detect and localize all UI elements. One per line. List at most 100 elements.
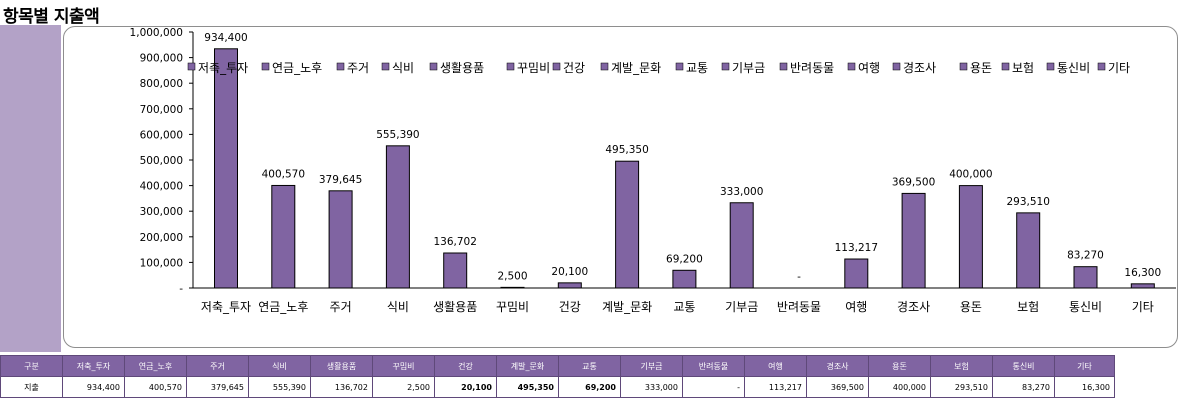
legend-swatch	[959, 62, 968, 71]
table-header-row: 구분 저축_투자 연금_노후 주거 식비 생활용품 꾸밈비 건강 계발_문화 교통 기부금 반려동물 여…	[0, 355, 1115, 377]
legend-entry: 주거	[347, 61, 369, 75]
table-header-cell: 통신비	[992, 355, 1055, 377]
table-header-cell: 용돈	[868, 355, 931, 377]
bar-chart: - 100,000 200,000 300,000 400,000 500,000 600,…	[130, 27, 1176, 314]
bar-경조사	[901, 192, 926, 289]
table-header-cell: 주거	[186, 355, 249, 377]
x-tick-label: 기부금	[725, 300, 758, 314]
data-label: 113,217	[835, 242, 878, 254]
table-header-cell: 연금_노후	[124, 355, 187, 377]
legend-entry: 기타	[1108, 61, 1130, 75]
y-tick-label: 700,000	[140, 104, 183, 116]
x-tick-label: 교통	[673, 300, 695, 314]
legend-entry: 여행	[858, 60, 880, 75]
x-tick-label: 건강	[559, 300, 581, 314]
x-tick-label: 경조사	[897, 300, 930, 314]
y-tick-label: 800,000	[140, 78, 183, 90]
bar-계발_문화	[615, 160, 640, 289]
table-header-cell: 경조사	[806, 355, 869, 377]
bar-기타	[1130, 283, 1155, 289]
table-header-cell: 기타	[1054, 355, 1115, 377]
legend-entry: 계발_문화	[611, 61, 661, 75]
table-header-cell: 꾸밈비	[372, 355, 435, 377]
bar-건강	[557, 282, 582, 289]
bar-용돈	[958, 185, 983, 289]
legend-swatch	[429, 62, 438, 71]
legend-swatch	[847, 62, 856, 71]
table-row-label: 지출	[0, 376, 63, 398]
y-tick-label: 500,000	[140, 155, 183, 167]
bar-주거	[328, 190, 353, 289]
legend-swatch	[381, 62, 390, 71]
x-tick-label: 저축_투자	[201, 300, 251, 314]
page-title: 항목별 지출액	[3, 7, 100, 27]
data-label: 934,400	[204, 32, 247, 44]
bar-기부금	[729, 202, 754, 289]
table-cell: 2,500	[372, 376, 435, 398]
legend-swatch	[506, 62, 515, 71]
table-cell: 83,270	[992, 376, 1055, 398]
data-labels: 934,400 400,570 379,645 555,390 136,702 2,500…	[204, 32, 1161, 283]
legend-swatch	[1001, 62, 1010, 71]
bar-통신비	[1073, 266, 1098, 289]
legend-entry: 건강	[563, 61, 585, 75]
table-cell: 16,300	[1054, 376, 1115, 398]
table-cell: 113,217	[744, 376, 807, 398]
table-cell: 934,400	[62, 376, 125, 398]
x-tick-label: 연금_노후	[258, 300, 308, 314]
y-tick-label: -	[179, 283, 183, 295]
legend-entry: 연금_노후	[272, 61, 322, 75]
data-label: 555,390	[376, 129, 419, 141]
legend-entry: 통신비	[1057, 61, 1090, 75]
x-tick-label: 반려동물	[777, 300, 821, 314]
data-label: 293,510	[1006, 196, 1049, 208]
legend-entry: 꾸밈비	[517, 61, 550, 75]
legend: 저축_투자 연금_노후 주거 식비 생활용품 꾸밈비 건강 계발_문화 교통 기부금 반려동물 여행 경…	[187, 60, 1130, 75]
legend-entry: 저축_투자	[198, 61, 248, 75]
x-tick-label: 기타	[1132, 300, 1154, 314]
legend-swatch	[892, 62, 901, 71]
legend-swatch	[675, 62, 684, 71]
table-header-cell: 구분	[0, 355, 63, 377]
x-tick-label: 여행	[845, 299, 867, 314]
y-tick-label: 300,000	[140, 206, 183, 218]
y-tick-label: 1,000,000	[130, 27, 183, 39]
table-header-cell: 여행	[744, 355, 807, 377]
x-tick-label: 생활용품	[433, 300, 477, 314]
table-cell: 333,000	[620, 376, 683, 398]
y-tick-label: 600,000	[140, 129, 183, 141]
legend-swatch	[721, 62, 730, 71]
table-header-cell: 반려동물	[682, 355, 745, 377]
bar-식비	[385, 145, 410, 289]
legend-swatch	[1097, 62, 1106, 71]
data-label: 379,645	[319, 174, 362, 186]
data-label: 495,350	[605, 144, 648, 156]
side-panel	[0, 25, 61, 352]
y-tick-label: 900,000	[140, 53, 183, 65]
table-header-cell: 생활용품	[310, 355, 373, 377]
legend-entry: 반려동물	[790, 61, 834, 75]
bar-생활용품	[443, 252, 468, 289]
legend-entry: 생활용품	[440, 61, 484, 75]
x-tick-label: 용돈	[960, 300, 982, 314]
bar-저축_투자	[214, 48, 238, 289]
table-header-cell: 기부금	[620, 355, 683, 377]
table-cell: 495,350	[496, 376, 559, 398]
x-tick-label: 계발_문화	[602, 300, 652, 314]
legend-swatch	[1046, 62, 1055, 71]
data-label: 20,100	[551, 266, 588, 278]
table-cell: -	[682, 376, 745, 398]
table-header-cell: 건강	[434, 355, 497, 377]
legend-swatch	[187, 62, 196, 71]
x-tick-label: 꾸밈비	[496, 300, 529, 314]
y-tick-label: 200,000	[140, 232, 183, 244]
legend-swatch	[261, 62, 270, 71]
table-cell: 369,500	[806, 376, 869, 398]
x-tick-label: 보험	[1017, 300, 1039, 314]
table-cell: 20,100	[434, 376, 497, 398]
data-label: 136,702	[433, 236, 476, 248]
table-header-cell: 보험	[930, 355, 993, 377]
table-cell: 400,570	[124, 376, 187, 398]
data-label: 2,500	[497, 270, 527, 282]
table-header-cell: 저축_투자	[62, 355, 125, 377]
